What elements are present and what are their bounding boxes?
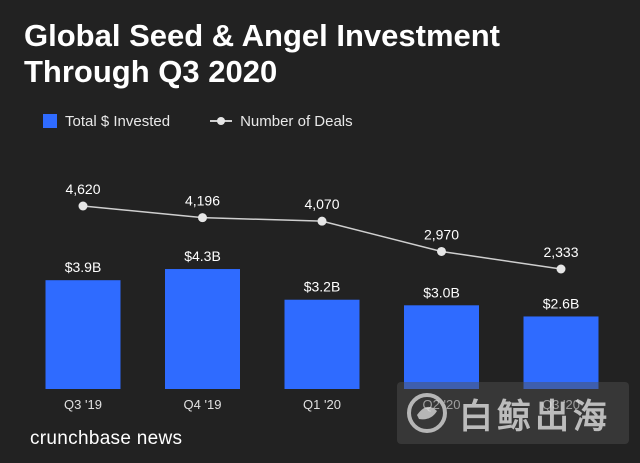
watermark-logo-icon	[407, 393, 447, 433]
bar-3	[404, 305, 479, 389]
legend-item-total-invested: Total $ Invested	[43, 113, 170, 130]
x-tick-label-1: Q4 '19	[184, 397, 222, 412]
x-tick-label-2: Q1 '20	[303, 397, 341, 412]
deals-value-label-3: 2,970	[424, 226, 459, 242]
bar-value-label-1: $4.3B	[184, 248, 221, 264]
legend: Total $ Invested Number of Deals	[43, 111, 393, 131]
deals-value-label-4: 2,333	[543, 244, 578, 260]
bar-2	[284, 299, 360, 389]
chart-title: Global Seed & Angel Investment Through Q…	[24, 18, 501, 89]
bar-value-label-3: $3.0B	[423, 284, 460, 300]
deals-point-3	[437, 246, 446, 256]
deals-value-label-1: 4,196	[185, 193, 220, 209]
deals-point-4	[556, 264, 566, 274]
watermark: 白鲸出海	[397, 382, 629, 444]
brand-footer: crunchbase news	[30, 428, 183, 449]
bar-0	[45, 280, 121, 389]
legend-swatch-bar	[43, 114, 57, 128]
deals-value-label-0: 4,620	[65, 181, 100, 197]
bar-value-label-4: $2.6B	[543, 295, 580, 311]
bar-value-label-0: $3.9B	[65, 259, 102, 275]
bar-4	[523, 316, 599, 389]
legend-item-number-of-deals: Number of Deals	[210, 113, 353, 130]
deals-point-0	[78, 201, 88, 211]
legend-label-number-of-deals: Number of Deals	[240, 112, 353, 130]
deals-point-1	[198, 213, 207, 223]
deals-value-label-2: 4,070	[304, 196, 339, 212]
deals-point-2	[317, 216, 327, 226]
legend-swatch-line	[210, 117, 233, 125]
bar-value-label-2: $3.2B	[304, 279, 341, 295]
deals-line	[82, 205, 562, 270]
x-tick-label-0: Q3 '19	[64, 397, 102, 412]
x-tick-label-4: Q3 '20	[542, 397, 580, 412]
watermark-text: 白鲸出海	[459, 396, 611, 437]
bar-1	[165, 269, 240, 389]
legend-label-total-invested: Total $ Invested	[65, 112, 171, 130]
